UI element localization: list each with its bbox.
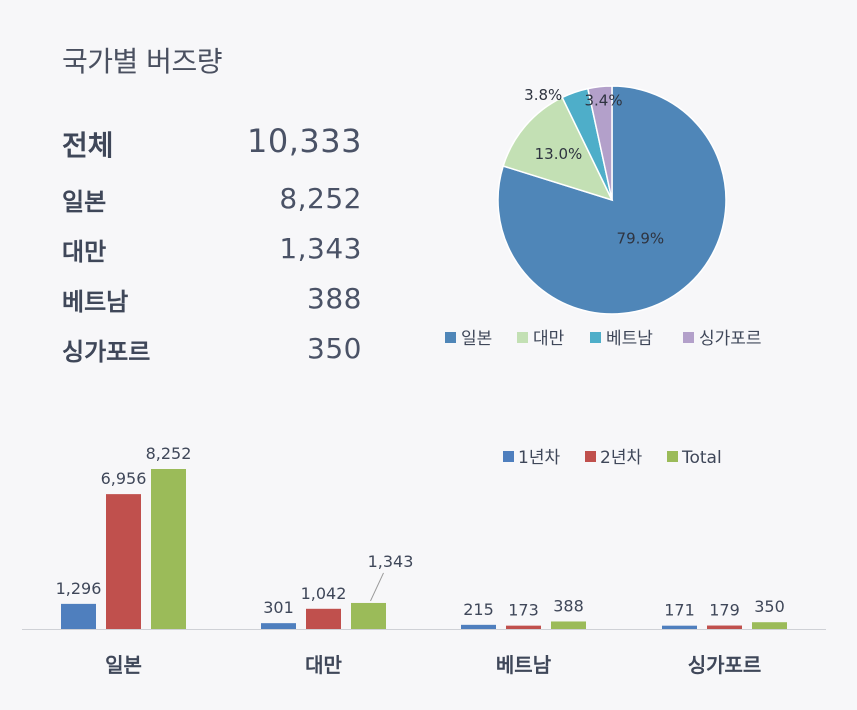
summary-label: 일본 <box>62 188 107 216</box>
pie-legend-label: 대만 <box>533 329 565 349</box>
pie-legend-label: 베트남 <box>606 329 653 349</box>
category-label: 싱가포르 <box>688 653 762 677</box>
summary-table: 전체 10,333 일본 8,252 대만 1,343 베트남 388 싱가포르… <box>62 120 362 382</box>
summary-label: 싱가포르 <box>62 338 151 366</box>
bar <box>261 623 296 629</box>
bar-data-label: 6,956 <box>101 469 147 488</box>
category-label: 대만 <box>305 653 342 677</box>
summary-value: 1,343 <box>279 232 362 265</box>
summary-row-total: 전체 10,333 <box>62 120 362 182</box>
pie-data-label: 79.9% <box>617 230 665 248</box>
category-label: 일본 <box>105 653 142 677</box>
summary-total-value: 10,333 <box>247 122 362 160</box>
bar-legend-swatch <box>503 451 514 462</box>
pie-legend-label: 일본 <box>461 329 492 349</box>
summary-value: 350 <box>307 332 362 365</box>
bar-legend-swatch <box>585 451 596 462</box>
pie-legend-item: 대만 <box>517 329 565 349</box>
summary-row-vietnam: 베트남 388 <box>62 282 362 332</box>
pie-legend-item: 일본 <box>445 329 492 349</box>
pie-data-label: 3.8% <box>524 86 562 104</box>
bar <box>752 622 787 629</box>
summary-total-label: 전체 <box>62 129 114 162</box>
bar-data-label: 179 <box>709 601 740 620</box>
bar <box>461 624 496 629</box>
summary-value: 388 <box>307 282 362 315</box>
bar-data-label: 388 <box>553 596 584 615</box>
bar <box>151 469 186 629</box>
summary-label: 베트남 <box>62 288 129 316</box>
pie-legend-item: 베트남 <box>590 329 653 349</box>
bar-legend-swatch <box>667 451 678 462</box>
bar-data-label: 301 <box>263 598 294 617</box>
bar-data-label: 1,343 <box>368 552 414 571</box>
bar-legend-label: 1년차 <box>518 448 560 468</box>
pie-slice <box>502 96 614 202</box>
pie-chart: 79.9% 13.0% 3.8% 3.4% 일본 대만 베트남 싱가포르 <box>445 85 762 349</box>
bar-legend-item: 2년차 <box>585 448 642 468</box>
summary-row-japan: 일본 8,252 <box>62 182 362 232</box>
bar-data-label: 350 <box>754 597 785 616</box>
pie-legend-label: 싱가포르 <box>699 329 762 349</box>
bar-data-label: 1,042 <box>301 584 347 603</box>
bar-legend-item: 1년차 <box>503 448 560 468</box>
pie-data-label: 13.0% <box>535 145 583 163</box>
pie-legend-swatch <box>590 332 601 343</box>
bar-data-label: 8,252 <box>146 444 192 463</box>
bar-legend-label: Total <box>681 448 722 468</box>
pie-slice <box>586 85 613 201</box>
bar <box>351 602 386 629</box>
pie-legend-swatch <box>517 332 528 343</box>
bar <box>551 621 586 629</box>
bar-data-label: 171 <box>664 601 695 620</box>
summary-label: 대만 <box>62 238 107 266</box>
pie-legend-swatch <box>445 332 456 343</box>
bar <box>106 494 141 629</box>
bar-legend-item: Total <box>667 448 722 468</box>
bar-chart: 1,296 6,956 8,252 일본 301 1,042 1,343 대만 215 173 38… <box>22 444 826 677</box>
bar <box>61 603 96 629</box>
bar <box>506 625 541 629</box>
page-title: 국가별 버즈량 <box>62 45 222 78</box>
summary-row-singapore: 싱가포르 350 <box>62 332 362 382</box>
bar-data-label: 215 <box>463 600 494 619</box>
pie-legend-item: 싱가포르 <box>683 329 762 349</box>
bar <box>662 625 697 629</box>
bar-data-label: 173 <box>508 601 539 620</box>
leader-line <box>370 572 384 602</box>
category-label: 베트남 <box>496 653 552 677</box>
pie-legend-swatch <box>683 332 694 343</box>
bar-data-label: 1,296 <box>56 579 102 598</box>
bar-legend-label: 2년차 <box>600 448 642 468</box>
summary-row-taiwan: 대만 1,343 <box>62 232 362 282</box>
pie-slice <box>497 85 727 315</box>
summary-value: 8,252 <box>279 182 362 215</box>
bar <box>707 625 742 629</box>
pie-data-label: 3.4% <box>585 92 623 110</box>
bar <box>306 608 341 629</box>
